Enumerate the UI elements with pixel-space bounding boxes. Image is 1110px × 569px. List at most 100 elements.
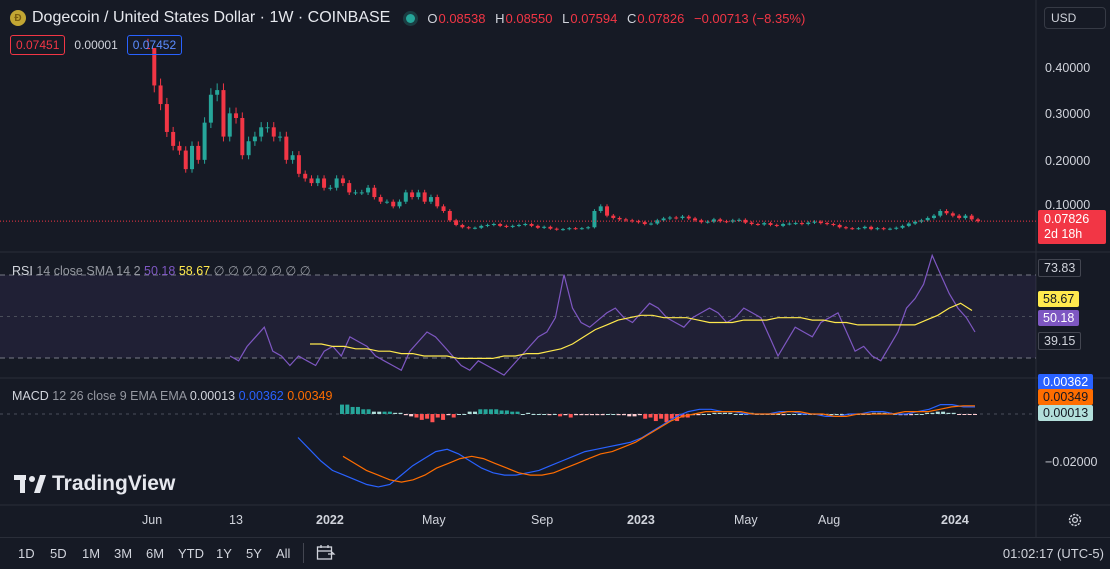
candle-body bbox=[586, 227, 591, 229]
symbol-header: Ð Dogecoin / United States Dollar · 1W ·… bbox=[10, 8, 811, 28]
spread-value: 0.00001 bbox=[74, 38, 118, 52]
candle-body bbox=[504, 225, 509, 227]
candle-body bbox=[265, 127, 270, 129]
macd-histogram-bar bbox=[962, 414, 967, 415]
candle-body bbox=[208, 94, 213, 123]
macd-histogram-bar bbox=[542, 414, 547, 415]
tradingview-watermark[interactable]: TradingView bbox=[14, 472, 175, 496]
candle-body bbox=[498, 224, 503, 226]
candle-body bbox=[592, 211, 597, 228]
candle-body bbox=[353, 192, 358, 194]
macd-histogram-bar bbox=[973, 414, 977, 415]
candle-body bbox=[240, 118, 245, 156]
candle-body bbox=[573, 228, 578, 230]
macd-hist-tag: 0.00013 bbox=[1038, 405, 1094, 421]
candle-body bbox=[793, 223, 798, 225]
candle-body bbox=[642, 222, 647, 225]
macd-histogram-bar bbox=[355, 406, 360, 414]
macd-histogram-bar bbox=[680, 414, 685, 418]
candle-body bbox=[900, 225, 905, 228]
macd-histogram-bar bbox=[350, 406, 355, 414]
macd-histogram-bar bbox=[935, 411, 940, 414]
candle-body bbox=[598, 206, 603, 211]
range-ytd[interactable]: YTD bbox=[178, 546, 204, 561]
candle-body bbox=[397, 201, 402, 207]
rsi-ma-tag: 58.67 bbox=[1038, 291, 1080, 307]
candle-body bbox=[510, 225, 515, 227]
rsi-legend[interactable]: RSI 14 close SMA 14 2 50.18 58.67 ∅ ∅ ∅ … bbox=[12, 264, 311, 278]
market-open-dot bbox=[406, 13, 416, 23]
currency-select[interactable]: USD bbox=[1044, 7, 1106, 29]
rsi-upper-level: 73.83 bbox=[1038, 259, 1082, 277]
candle-body bbox=[252, 136, 257, 142]
symbol-title[interactable]: Dogecoin / United States Dollar · 1W · C… bbox=[32, 9, 391, 26]
candle-body bbox=[284, 136, 289, 160]
candle-body bbox=[202, 122, 207, 160]
rsi-ma-line bbox=[310, 302, 973, 359]
candle-body bbox=[561, 229, 565, 231]
macd-legend[interactable]: MACD 12 26 close 9 EMA EMA 0.00013 0.003… bbox=[12, 389, 333, 403]
macd-histogram-bar bbox=[547, 414, 552, 416]
candle-body bbox=[913, 221, 918, 224]
candle-body bbox=[850, 228, 855, 230]
macd-histogram-bar bbox=[675, 414, 680, 422]
range-5y[interactable]: 5Y bbox=[246, 546, 262, 561]
range-1d[interactable]: 1D bbox=[18, 546, 35, 561]
candle-body bbox=[869, 226, 874, 230]
range-all[interactable]: All bbox=[276, 546, 291, 561]
range-6m[interactable]: 6M bbox=[146, 546, 165, 561]
candle-body bbox=[309, 178, 314, 184]
macd-histogram-bar bbox=[605, 414, 610, 415]
macd-histogram-bar bbox=[488, 409, 493, 414]
macd-histogram-bar bbox=[616, 414, 621, 416]
candle-body bbox=[636, 221, 641, 223]
sell-button[interactable]: 0.07451 bbox=[10, 35, 66, 55]
candle-body bbox=[938, 211, 943, 216]
candle-body bbox=[674, 217, 679, 219]
macd-histogram-bar bbox=[425, 414, 430, 419]
candle-body bbox=[447, 211, 452, 221]
buy-button[interactable]: 0.07452 bbox=[126, 35, 183, 55]
macd-histogram-bar bbox=[595, 414, 600, 416]
date-range-icon[interactable] bbox=[316, 544, 336, 567]
candle-body bbox=[359, 192, 364, 194]
macd-histogram-bar bbox=[531, 414, 536, 415]
candle-body bbox=[567, 228, 572, 230]
candle-body bbox=[649, 223, 654, 225]
candle-body bbox=[825, 223, 830, 225]
candle-body bbox=[454, 220, 459, 225]
range-5d[interactable]: 5D bbox=[50, 546, 67, 561]
candle-body bbox=[334, 178, 339, 188]
macd-histogram-bar bbox=[627, 414, 632, 417]
range-1m[interactable]: 1M bbox=[82, 546, 101, 561]
dogecoin-icon: Ð bbox=[10, 10, 26, 26]
candle-body bbox=[831, 224, 836, 226]
macd-histogram-bar bbox=[409, 414, 414, 417]
candle-body bbox=[881, 228, 886, 230]
macd-histogram-bar bbox=[590, 414, 595, 416]
macd-value-tag: 0.00362 bbox=[1038, 374, 1094, 390]
macd-histogram-bar bbox=[478, 409, 483, 414]
candle-body bbox=[787, 223, 792, 225]
settings-gear-icon[interactable] bbox=[1067, 512, 1083, 528]
macd-histogram-bar bbox=[398, 412, 403, 414]
candle-body bbox=[749, 222, 754, 225]
candle-body bbox=[523, 224, 528, 226]
candle-body bbox=[667, 217, 672, 219]
rsi-value-tag: 50.18 bbox=[1038, 310, 1080, 326]
price-change: −0.00713 (−8.35%) bbox=[694, 10, 806, 26]
candle-body bbox=[875, 228, 880, 230]
clock-timezone[interactable]: 01:02:17 (UTC-5) bbox=[1002, 546, 1104, 561]
candle-body bbox=[931, 215, 936, 218]
range-3m[interactable]: 3M bbox=[114, 546, 133, 561]
macd-histogram-bar bbox=[717, 412, 722, 414]
candle-body bbox=[843, 227, 848, 229]
range-1y[interactable]: 1Y bbox=[216, 546, 232, 561]
candle-body bbox=[906, 223, 911, 226]
candle-body bbox=[196, 145, 201, 160]
macd-histogram-bar bbox=[451, 414, 456, 418]
candle-body bbox=[391, 201, 396, 207]
candle-body bbox=[416, 192, 421, 198]
price-scale-label: 0.40000 bbox=[1045, 61, 1091, 75]
